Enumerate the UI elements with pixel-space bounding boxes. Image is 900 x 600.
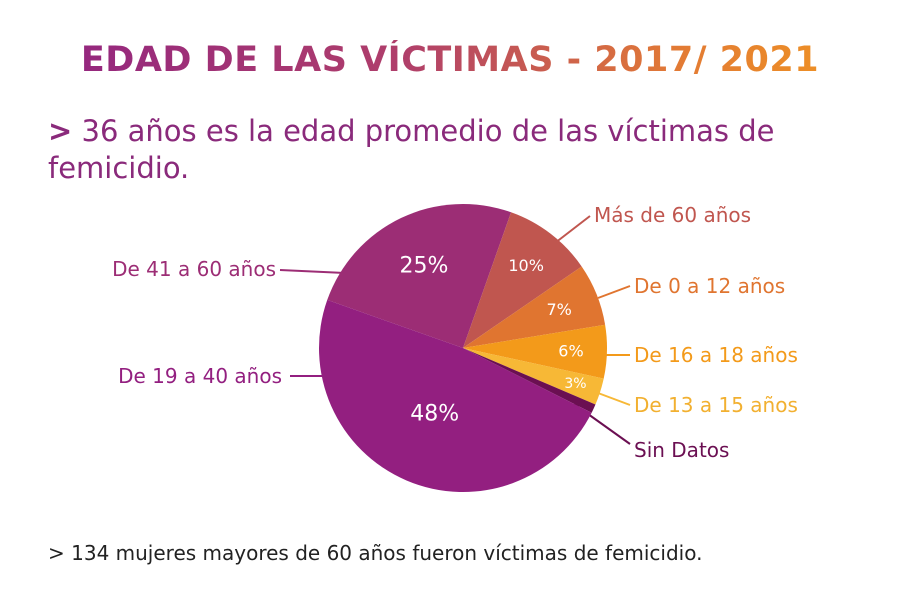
slice-label-60plus: Más de 60 años	[594, 203, 752, 227]
subtitle-marker: >	[48, 114, 73, 148]
leader-line	[587, 413, 631, 445]
pie-slice	[327, 204, 512, 348]
data-label: 3%	[564, 376, 586, 392]
slice-label-13-15: De 13 a 15 años	[634, 393, 798, 417]
data-label: 6%	[558, 341, 583, 360]
slice-label-41-60: De 41 a 60 años	[112, 257, 276, 281]
pie-slice	[463, 266, 606, 348]
data-label: 25%	[399, 254, 448, 279]
footnote: > 134 mujeres mayores de 60 años fueron …	[48, 541, 703, 565]
pie-slice	[463, 348, 604, 405]
pie-slice	[463, 212, 582, 348]
slice-label-16-18: De 16 a 18 años	[634, 343, 798, 367]
data-label: 48%	[410, 402, 459, 427]
leader-line	[279, 269, 346, 274]
subtitle-text: 36 años es la edad promedio de las vícti…	[48, 114, 775, 185]
slice-label-sin-datos: Sin Datos	[634, 438, 730, 462]
pie-slice	[318, 299, 592, 493]
leader-line	[597, 392, 631, 406]
chart-title: EDAD DE LAS VÍCTIMAS - 2017/ 2021	[0, 40, 900, 80]
slice-label-0-12: De 0 a 12 años	[634, 274, 786, 298]
leader-line	[597, 285, 631, 299]
pie-slice	[463, 348, 596, 413]
subtitle: > 36 años es la edad promedio de las víc…	[48, 113, 848, 187]
data-label: 7%	[547, 300, 572, 319]
pie-slice	[463, 324, 607, 379]
slice-label-19-40: De 19 a 40 años	[118, 364, 282, 388]
leader-line	[554, 215, 591, 244]
data-label: 10%	[508, 256, 544, 275]
